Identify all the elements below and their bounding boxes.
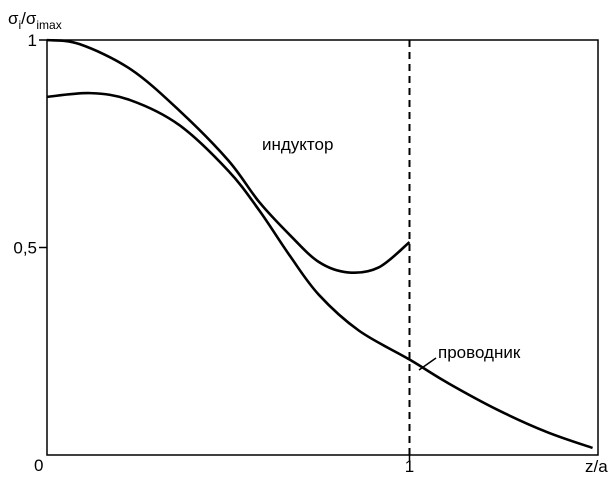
y-label-part: imax	[36, 18, 61, 32]
y-label-part: σ	[8, 9, 19, 28]
x-axis-label: z/a	[585, 457, 608, 476]
plot-frame	[46, 39, 599, 456]
x-tick-label: 1	[405, 457, 414, 476]
line-series	[46, 38, 411, 275]
y-tick-label: 0,5	[13, 239, 37, 258]
leader-line	[418, 357, 437, 371]
origin-label: 0	[34, 456, 43, 475]
y-tick-label: 1	[28, 31, 37, 50]
y-label-part: i	[19, 18, 22, 32]
y-label-part: /σ	[21, 9, 37, 28]
series-label: проводник	[438, 343, 521, 362]
line-series	[46, 91, 593, 450]
series-label: индуктор	[262, 135, 333, 154]
y-axis-label: σi/σimax	[8, 9, 62, 32]
